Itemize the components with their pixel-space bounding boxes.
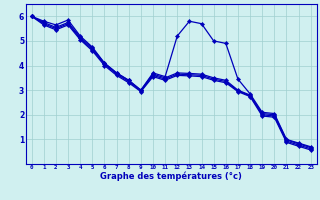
X-axis label: Graphe des températures (°c): Graphe des températures (°c) [100,172,242,181]
